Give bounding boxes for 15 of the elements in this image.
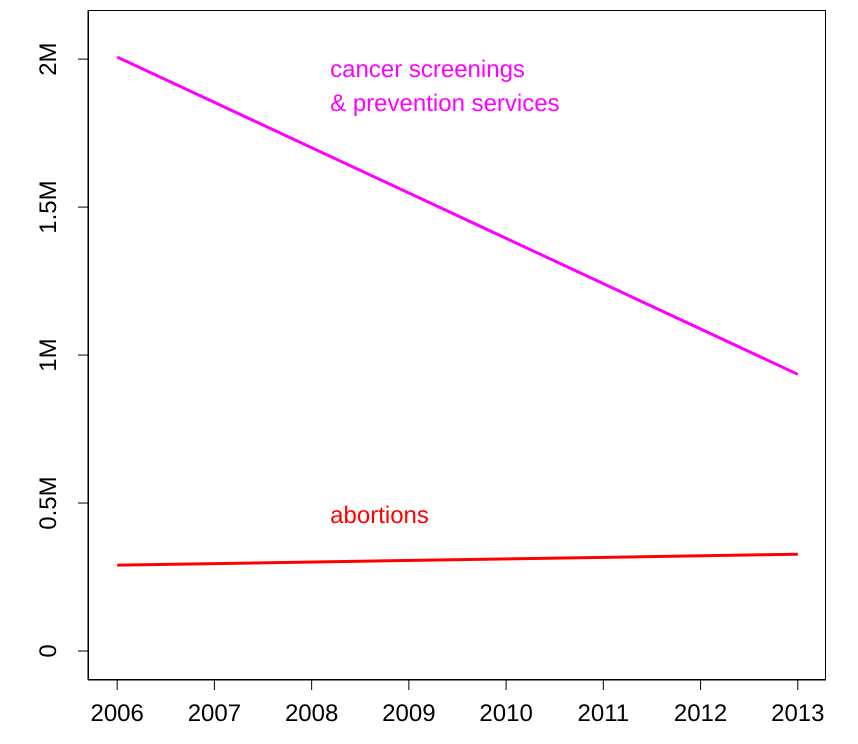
x-tick-label: 2006	[90, 700, 144, 728]
y-tick-label: 1.5M	[35, 180, 62, 234]
x-tick-label: 2010	[479, 700, 533, 728]
x-tick-label: 2009	[382, 700, 436, 728]
x-tick-label: 2007	[188, 700, 242, 728]
x-tick-label: 2012	[674, 700, 728, 728]
series-label: cancer screenings & prevention services	[330, 56, 560, 118]
x-tick-label: 2013	[771, 700, 824, 728]
x-tick-label: 2011	[578, 700, 630, 728]
y-tick-label: 2M	[35, 42, 62, 76]
y-tick-label: 1M	[35, 338, 62, 372]
y-tick-label: 0	[35, 644, 62, 658]
series-label: abortions	[330, 502, 429, 530]
x-tick-label: 2008	[284, 700, 338, 728]
y-tick-label: 0.5M	[35, 476, 62, 530]
